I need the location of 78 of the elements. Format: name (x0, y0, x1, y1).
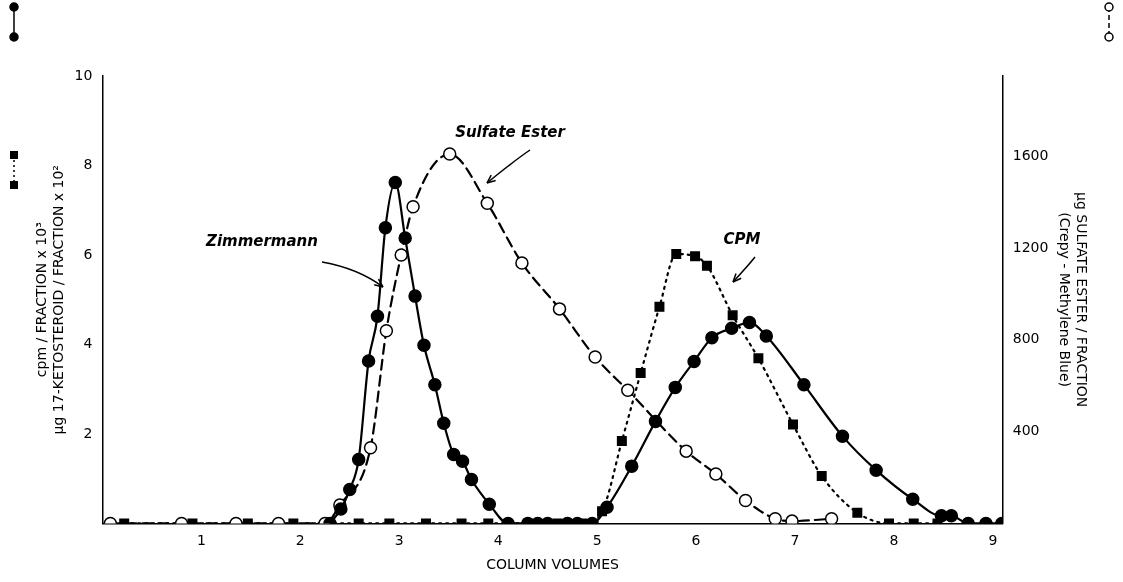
point (480, 196, 495, 211)
point (343, 482, 357, 497)
x-tick-label: 9 (988, 532, 998, 549)
point (709, 467, 723, 481)
x-tick-label: 3 (394, 532, 404, 549)
point (464, 472, 479, 487)
point (378, 220, 393, 235)
point (759, 329, 774, 343)
text: Zimmermann (205, 231, 318, 250)
point (437, 416, 451, 430)
point (408, 289, 422, 303)
point (797, 377, 811, 392)
point (588, 350, 602, 364)
point (334, 502, 348, 516)
point (417, 338, 431, 353)
point (738, 493, 753, 508)
series-label: Sulfate Ester (455, 122, 567, 141)
point (687, 354, 701, 369)
point (671, 249, 682, 260)
point (753, 353, 764, 364)
point (406, 200, 420, 214)
point (668, 380, 683, 395)
point (727, 310, 738, 321)
point (742, 315, 757, 330)
point (398, 231, 412, 245)
y2-axis-title: μg SULFATE ESTER / FRACTION (Crepy - Methylene Blue) (1057, 192, 1090, 408)
x-axis-title: COLUMN VOLUMES (486, 556, 620, 573)
point (379, 323, 394, 338)
point (394, 248, 408, 262)
point (625, 459, 639, 473)
x-tick-label: 1 (196, 532, 206, 549)
y-axis-title: cpm / FRACTION x 10³ μg 17-KETOSTEROID / FRACTION x 10² (33, 165, 66, 435)
point (446, 447, 461, 462)
point (679, 444, 693, 458)
point (835, 429, 850, 443)
y-tick-label: 4 (83, 335, 93, 352)
point (552, 302, 567, 316)
point (616, 436, 627, 447)
y2-tick-label: 400 (1012, 422, 1040, 439)
x-tick-label: 6 (691, 532, 701, 549)
point (455, 454, 470, 468)
point (621, 383, 635, 398)
point (690, 251, 701, 262)
point (482, 497, 497, 511)
point (635, 368, 646, 379)
point (701, 260, 712, 271)
point (705, 330, 719, 345)
y2-tick-label: 1200 (1012, 238, 1049, 255)
point (363, 440, 378, 455)
point (905, 492, 920, 506)
point (869, 463, 883, 477)
point (788, 419, 799, 430)
point (768, 512, 782, 524)
series-label: CPM (723, 229, 761, 248)
y2-tick-label: 800 (1012, 330, 1040, 347)
point (724, 321, 739, 336)
point (654, 301, 665, 312)
x-tick-label: 8 (889, 532, 899, 549)
x-tick-label: 2 (295, 532, 305, 549)
x-tick-label: 7 (790, 532, 800, 549)
x-tick-label: 5 (592, 532, 602, 549)
y2-tick-label: 1600 (1012, 146, 1049, 163)
point (442, 147, 457, 161)
y-tick-label: 8 (83, 156, 93, 173)
point (361, 354, 376, 368)
point (824, 512, 839, 524)
point (428, 377, 442, 392)
point (515, 256, 529, 270)
point (816, 470, 827, 481)
y-tick-label: 10 (74, 66, 93, 83)
point (370, 309, 385, 323)
point (351, 452, 366, 467)
y-tick-label: 2 (83, 424, 93, 441)
y-tick-label: 6 (83, 245, 93, 262)
point (648, 414, 663, 429)
point (388, 175, 403, 190)
point (852, 507, 863, 518)
x-tick-label: 4 (493, 532, 503, 549)
